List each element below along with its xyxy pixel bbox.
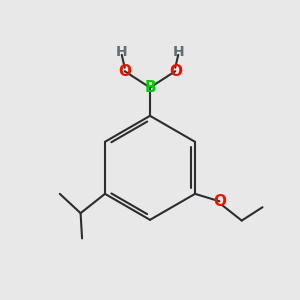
- Text: H: H: [172, 45, 184, 59]
- Text: O: O: [213, 194, 226, 209]
- Text: B: B: [144, 80, 156, 95]
- Text: O: O: [118, 64, 131, 79]
- Text: H: H: [116, 45, 128, 59]
- Text: O: O: [169, 64, 182, 79]
